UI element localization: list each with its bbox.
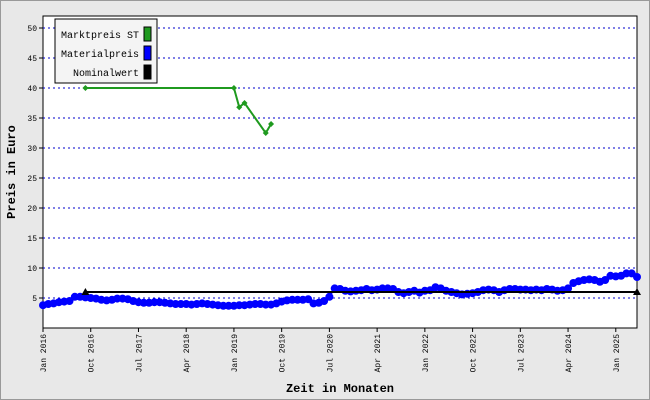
point [268,121,275,127]
x-tick-label: Apr 2021 [374,334,383,373]
legend-box [54,18,158,84]
point [564,284,573,293]
y-tick-label: 45 [27,55,37,64]
point [241,100,248,106]
legend-swatch [143,64,152,80]
y-tick-label: 15 [27,235,37,244]
legend-swatch [143,45,152,61]
x-tick-label: Oct 2019 [279,334,288,373]
y-tick-label: 20 [27,205,37,214]
point [262,130,269,136]
point [633,273,641,281]
y-tick-label: 25 [27,175,37,184]
x-tick-label: Jan 2025 [613,334,622,373]
x-tick-label: Jul 2020 [326,334,335,373]
x-tick-label: Oct 2016 [88,334,97,373]
point [236,104,243,111]
x-tick-label: Jan 2019 [231,334,240,373]
x-axis-title: Zeit in Monaten [286,382,394,396]
point [230,85,237,91]
x-tick-label: Oct 2022 [470,334,479,373]
legend-label: Materialpreis [61,49,139,61]
legend-label: Nominalwert [73,68,139,80]
y-tick-label: 30 [27,145,37,154]
legend-label: Marktpreis ST [61,30,139,42]
y-tick-label: 10 [27,265,37,274]
x-tick-label: Jul 2023 [517,334,526,373]
legend: Marktpreis ST Materialpreis Nominalwert [54,18,158,84]
x-tick-label: Apr 2018 [183,334,192,373]
grid: 5 10 15 20 25 30 35 40 45 50 Jan 2016 Oct 2016 Jul 2… [27,25,637,372]
y-tick-label: 5 [32,295,37,304]
y-tick-label: 50 [27,25,37,34]
point [325,292,334,301]
marks [39,85,641,310]
y-axis-title: Preis in Euro [5,125,19,219]
x-tick-label: Jul 2017 [135,334,144,373]
x-tick-label: Jan 2022 [422,334,431,373]
y-tick-label: 35 [27,115,37,124]
legend-swatch [143,26,152,42]
point [81,288,90,295]
x-tick-label: Jan 2016 [40,334,49,373]
y-tick-label: 40 [27,85,37,94]
x-tick-label: Apr 2024 [565,334,574,373]
point [633,288,641,295]
point [82,85,89,91]
